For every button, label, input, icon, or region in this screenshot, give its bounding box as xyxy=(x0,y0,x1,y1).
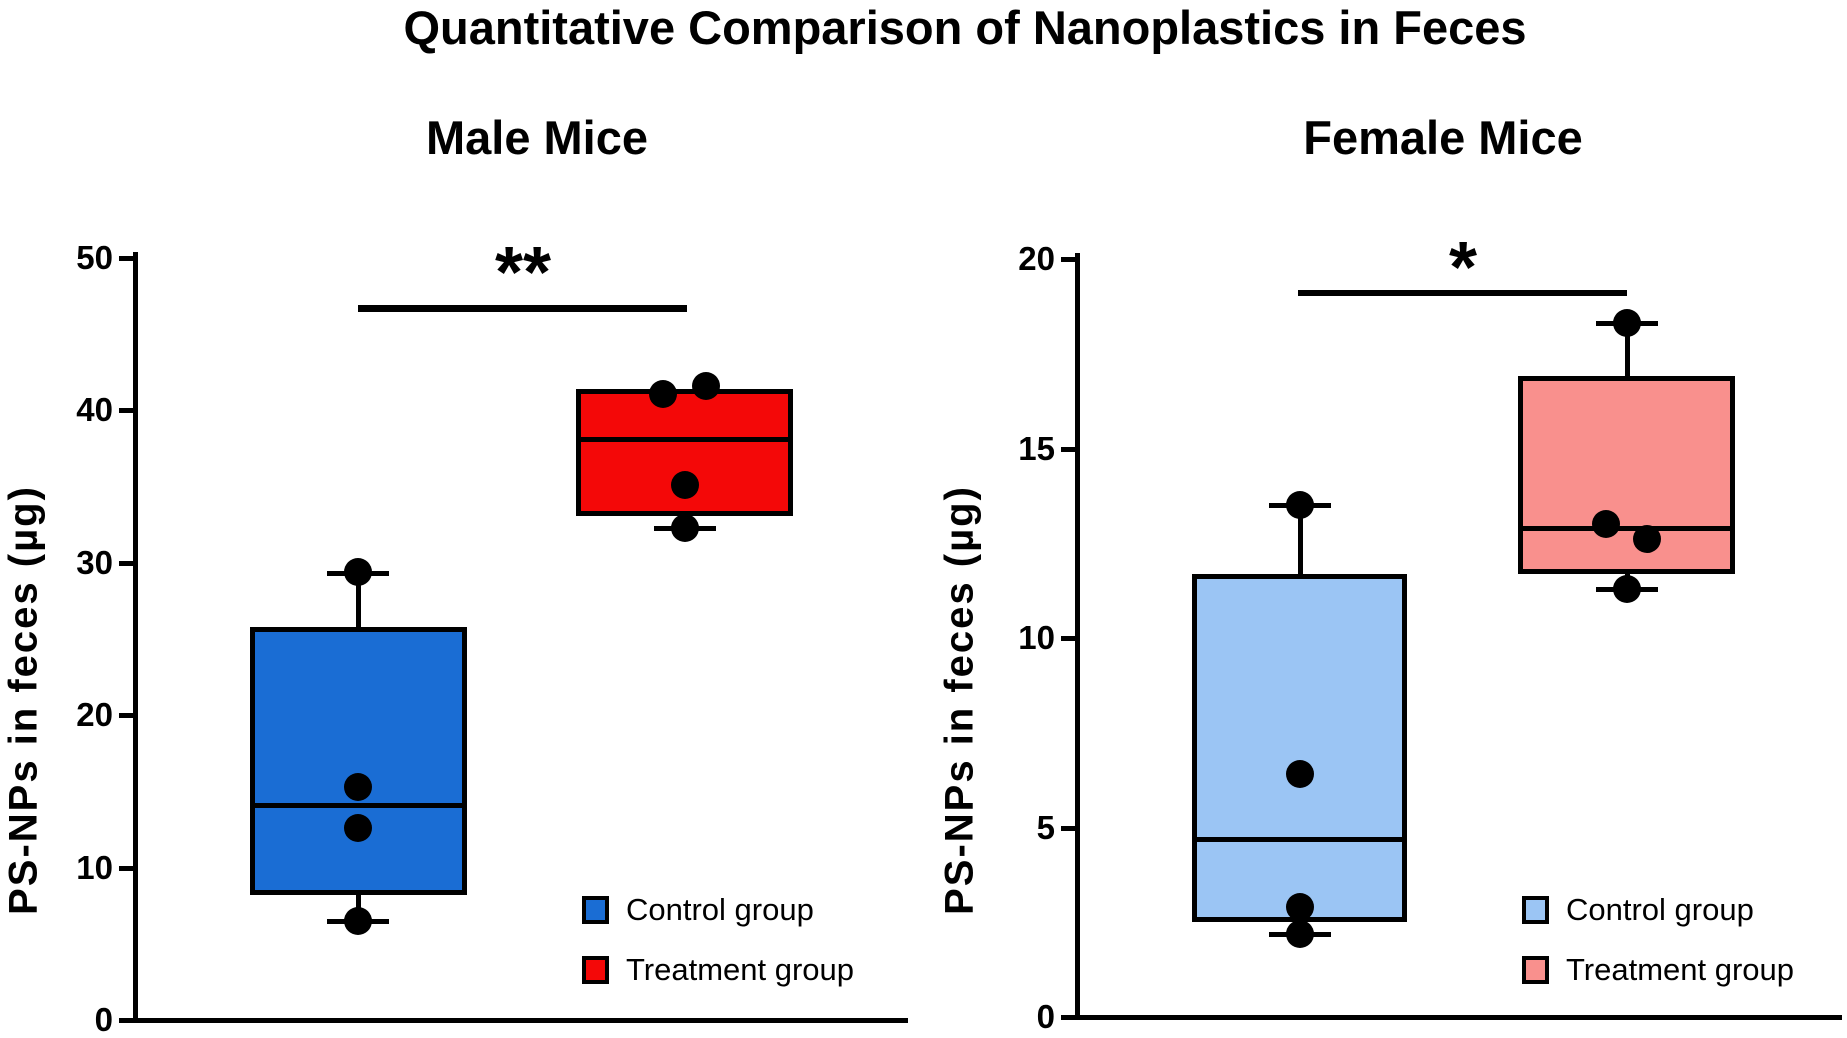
y-tick xyxy=(119,713,133,719)
y-tick-label: 10 xyxy=(1018,619,1055,656)
data-point-control xyxy=(1286,760,1314,789)
box-control xyxy=(1192,573,1407,923)
control-group-swatch xyxy=(1522,896,1549,924)
median-line-treatment xyxy=(1518,526,1735,532)
x-axis-line xyxy=(1075,1015,1842,1020)
data-point-control xyxy=(344,772,372,801)
y-tick xyxy=(119,1018,133,1023)
y-tick-label: 5 xyxy=(1036,808,1055,846)
legend-item-treatment: Treatment group xyxy=(582,952,854,988)
data-point-control xyxy=(1286,919,1314,948)
significance-bar xyxy=(1298,290,1627,296)
y-tick-label: 15 xyxy=(1018,429,1055,467)
legend-label-control: Control group xyxy=(626,892,814,927)
significance-label-male: ** xyxy=(494,233,552,313)
upper-whisker-line-treatment xyxy=(1625,323,1630,377)
median-line-control xyxy=(250,803,467,809)
data-point-treatment xyxy=(692,372,720,401)
y-tick xyxy=(1061,257,1075,262)
x-axis-line xyxy=(133,1018,908,1023)
data-point-control xyxy=(1286,893,1314,922)
significance-bar xyxy=(358,305,687,312)
median-line-control xyxy=(1192,836,1407,842)
y-tick-label: 30 xyxy=(76,543,113,581)
data-point-treatment xyxy=(649,379,677,408)
y-tick-label: 20 xyxy=(76,696,113,734)
y-tick-label: 50 xyxy=(76,239,113,276)
y-tick-label: 0 xyxy=(1036,998,1055,1035)
y-tick xyxy=(1061,1015,1075,1020)
data-point-treatment xyxy=(671,513,699,542)
y-axis-line xyxy=(133,252,138,1023)
data-point-treatment xyxy=(1613,574,1641,603)
legend-label-treatment: Treatment group xyxy=(626,952,855,987)
legend-item-control: Control group xyxy=(1522,892,1754,928)
y-tick xyxy=(1061,825,1075,831)
y-tick xyxy=(119,865,133,871)
panel-title-female: Female Mice xyxy=(1303,111,1583,164)
y-axis-label-female: PS-NPs in feces (µg) xyxy=(937,485,982,915)
y-tick-label: 40 xyxy=(76,391,113,429)
y-tick-label: 10 xyxy=(76,848,113,886)
treatment-group-swatch xyxy=(582,956,609,984)
control-group-swatch xyxy=(582,896,609,924)
panel-title-male: Male Mice xyxy=(425,111,649,164)
y-axis-line xyxy=(1075,253,1080,1020)
y-tick-label: 0 xyxy=(94,1001,113,1038)
data-point-treatment xyxy=(1592,510,1620,539)
upper-whisker-line-control xyxy=(1298,505,1303,574)
box-treatment xyxy=(1518,376,1735,574)
data-point-control xyxy=(344,906,372,935)
y-tick xyxy=(1061,636,1075,641)
data-point-treatment xyxy=(671,471,699,500)
y-tick xyxy=(119,408,133,414)
box-control xyxy=(250,626,467,896)
median-line-treatment xyxy=(576,437,793,443)
y-tick xyxy=(119,560,133,566)
legend-label-control: Control group xyxy=(1566,892,1754,927)
data-point-treatment xyxy=(1613,309,1641,338)
y-tick xyxy=(119,256,133,261)
data-point-treatment xyxy=(1633,525,1661,554)
figure-title: Quantitative Comparison of Nanoplastics … xyxy=(403,1,1527,54)
data-point-control xyxy=(344,813,372,842)
data-point-control xyxy=(344,557,372,586)
legend-item-control: Control group xyxy=(582,892,814,928)
legend-item-treatment: Treatment group xyxy=(1522,952,1794,988)
y-tick-label: 20 xyxy=(1018,240,1055,277)
treatment-group-swatch xyxy=(1522,956,1549,984)
legend-label-treatment: Treatment group xyxy=(1566,952,1795,987)
data-point-control xyxy=(1286,491,1314,520)
upper-whisker-line-control xyxy=(356,573,361,627)
y-tick xyxy=(1061,446,1075,452)
